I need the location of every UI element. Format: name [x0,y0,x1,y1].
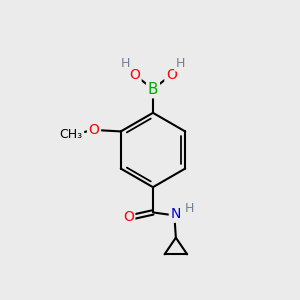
Text: O: O [166,68,177,82]
Text: N: N [170,207,181,221]
Text: H: H [185,202,194,215]
Text: O: O [88,123,100,137]
Text: O: O [129,68,140,82]
Text: O: O [123,210,134,224]
Text: H: H [121,57,130,70]
Text: B: B [148,82,158,97]
Text: H: H [176,57,185,70]
Text: CH₃: CH₃ [60,128,83,141]
